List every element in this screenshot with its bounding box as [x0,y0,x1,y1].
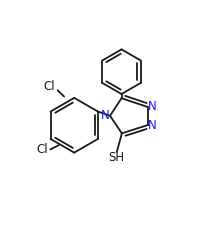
Text: Cl: Cl [37,143,48,156]
Text: N: N [101,109,110,122]
Text: Cl: Cl [43,80,55,92]
Text: N: N [148,119,157,132]
Text: SH: SH [109,151,125,164]
Text: N: N [148,100,157,113]
